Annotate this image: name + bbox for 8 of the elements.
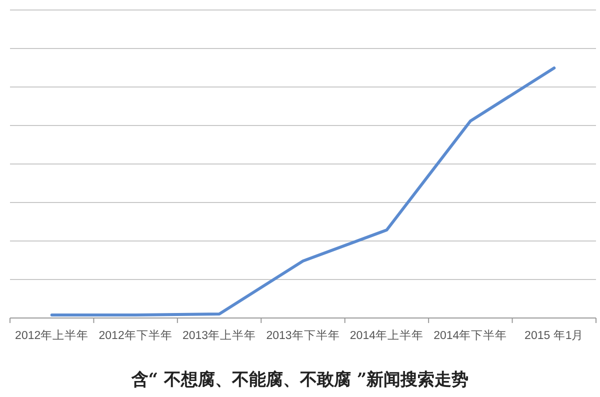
x-tick-label: 2015 年1月: [524, 329, 584, 342]
x-tick-label: 2012年上半年: [15, 329, 89, 342]
x-tick-label: 2014年下半年: [434, 329, 508, 342]
x-tick-label: 2013年上半年: [182, 329, 256, 342]
x-tick-label: 2013年下半年: [266, 329, 340, 342]
text: 含“ 不想腐、不能腐、不敢腐 ”新闻搜索走势: [130, 370, 469, 390]
x-tick-label: 2012年下半年: [98, 329, 172, 342]
x-tick-label: 2014年上半年: [350, 329, 424, 342]
